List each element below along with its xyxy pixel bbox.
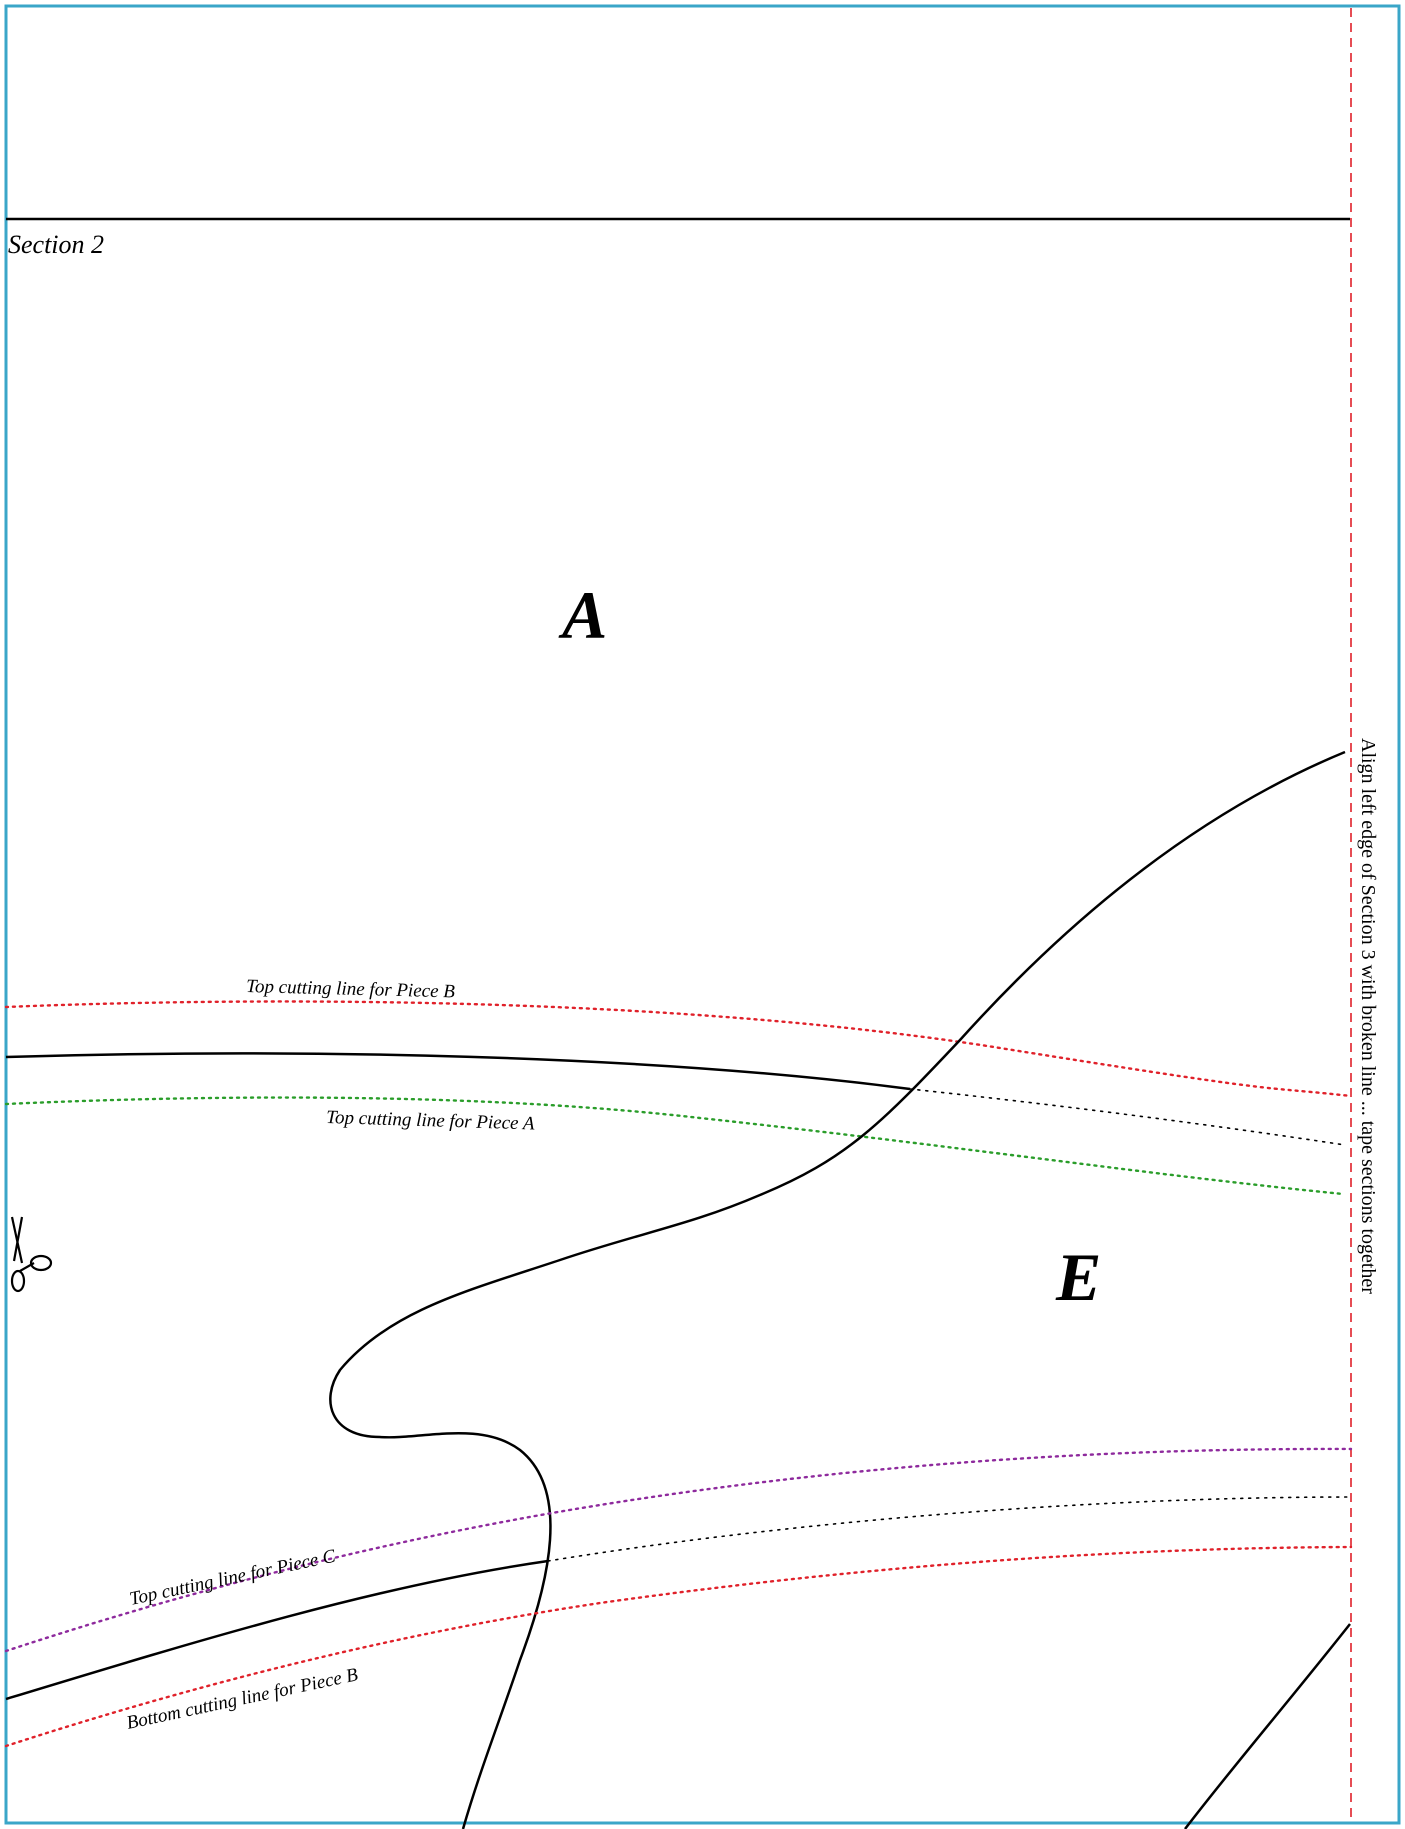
cutting-label-top-c: Top cutting line for Piece C [128, 1546, 338, 1610]
alignment-note: Align left edge of Section 3 with broken… [1357, 738, 1379, 1294]
seam-continuation-lower [547, 1496, 1352, 1562]
cutting-line-top-b [4, 1000, 1353, 1098]
seam-line-lower [5, 1559, 549, 1701]
pattern-outline-main [329, 750, 1346, 1829]
pattern-outline-lower-right [1184, 1623, 1351, 1829]
cutting-line-top-c [4, 1447, 1353, 1653]
cutting-line-bottom-b [4, 1545, 1353, 1748]
seam-line-upper [5, 1052, 911, 1091]
cutting-line-top-a [4, 1096, 1345, 1196]
piece-letter-a: A [558, 577, 607, 653]
seam-continuation-upper [909, 1088, 1346, 1146]
cutting-label-top-a: Top cutting line for Piece A [326, 1107, 535, 1135]
scissors-icon [10, 1216, 53, 1293]
piece-letter-e: E [1055, 1239, 1101, 1315]
cutting-label-top-b: Top cutting line for Piece B [246, 976, 456, 1002]
page-border [4, 4, 1401, 1825]
section-label: Section 2 [8, 230, 104, 259]
